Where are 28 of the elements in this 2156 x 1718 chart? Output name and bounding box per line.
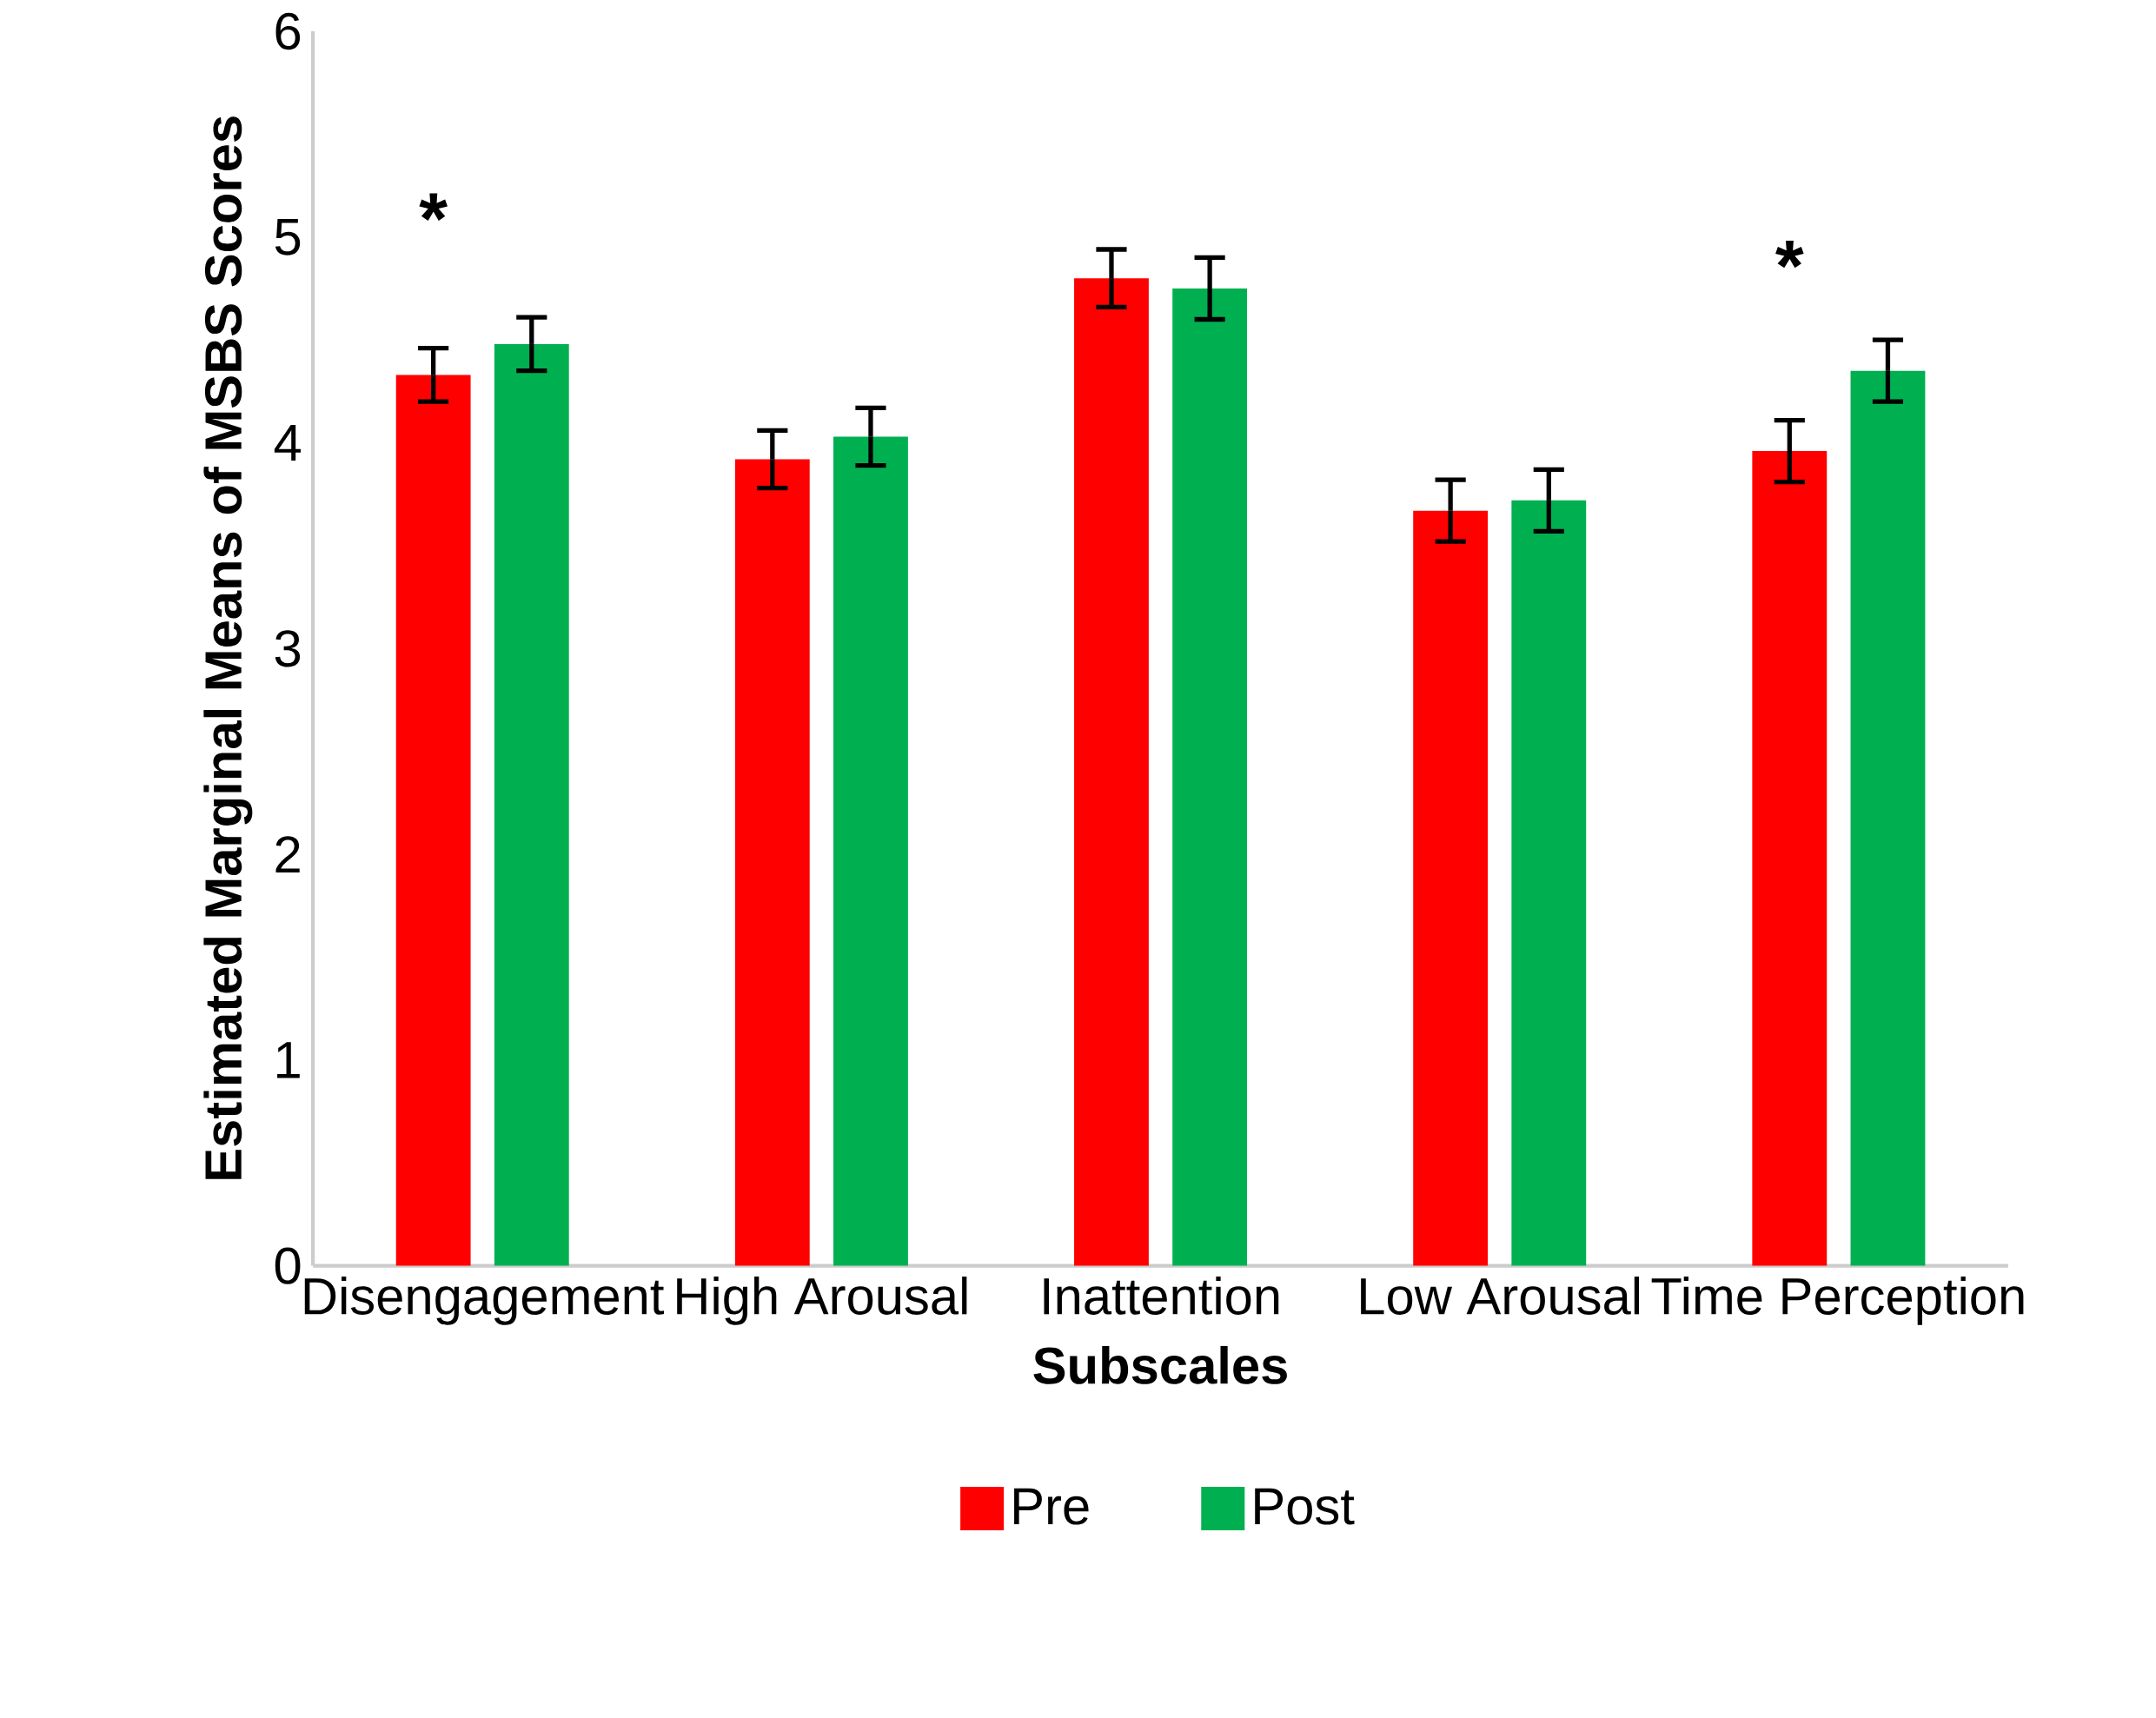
y-tick-label: 5 — [275, 219, 301, 255]
y-tick-label: 3 — [275, 630, 301, 667]
x-axis-title: Subscales — [1033, 1346, 1287, 1384]
annotation: * — [1775, 241, 1804, 269]
bar — [1511, 500, 1587, 1266]
x-tick-label: Time Perception — [1651, 1277, 2024, 1325]
bar — [395, 375, 471, 1266]
bar — [1752, 451, 1828, 1266]
legend-label: Post — [1255, 1488, 1355, 1525]
annotation: * — [419, 193, 448, 221]
bar — [494, 344, 569, 1266]
y-tick-label: 1 — [277, 1042, 300, 1078]
bar — [734, 459, 810, 1266]
bar — [1172, 289, 1248, 1266]
x-tick-label: High Arousal — [677, 1277, 967, 1325]
y-tick-label: 6 — [275, 12, 301, 50]
y-tick-label: 2 — [275, 836, 300, 873]
x-tick-label: Low Arousal — [1361, 1277, 1640, 1316]
y-tick-label: 0 — [275, 1247, 301, 1284]
bar — [833, 436, 908, 1266]
legend-label: Pre — [1014, 1488, 1089, 1525]
bar — [1074, 278, 1149, 1266]
bar — [1413, 510, 1489, 1266]
bar — [1850, 370, 1926, 1266]
x-tick-label: Disengagement — [304, 1277, 665, 1325]
y-axis-title: Estimated Marginal Means of MSBS Scores — [203, 116, 253, 1179]
y-tick-label: 4 — [274, 425, 301, 461]
x-tick-label: Inattention — [1044, 1277, 1279, 1316]
